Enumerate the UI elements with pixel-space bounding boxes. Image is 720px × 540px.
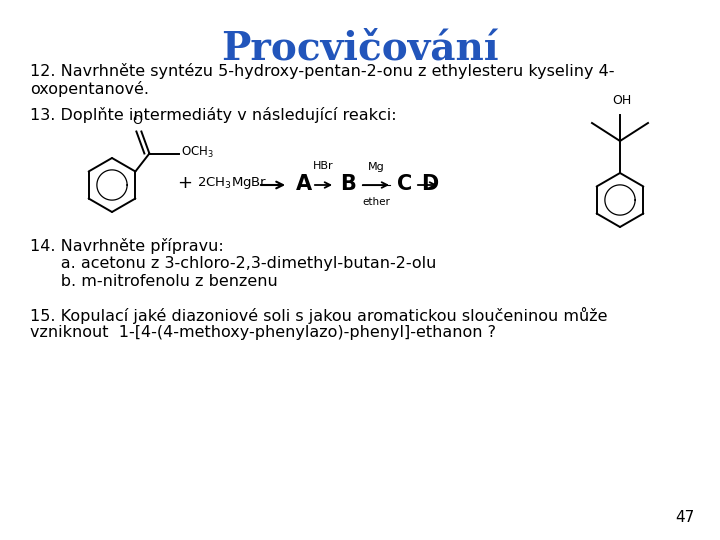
Text: a. acetonu z 3-chloro-2,3-dimethyl-butan-2-olu: a. acetonu z 3-chloro-2,3-dimethyl-butan… — [30, 256, 436, 271]
Text: oxopentanové.: oxopentanové. — [30, 81, 149, 97]
Text: D: D — [421, 174, 438, 194]
Text: A: A — [296, 174, 312, 194]
Text: OCH$_3$: OCH$_3$ — [181, 145, 215, 160]
Text: 13. Doplňte intermediáty v následující reakci:: 13. Doplňte intermediáty v následující r… — [30, 107, 397, 123]
Text: OH: OH — [613, 94, 631, 107]
Text: 12. Navrhněte syntézu 5-hydroxy-pentan-2-onu z ethylesteru kyseliny 4-: 12. Navrhněte syntézu 5-hydroxy-pentan-2… — [30, 63, 614, 79]
Text: +: + — [178, 174, 192, 192]
Text: O: O — [132, 113, 143, 126]
Text: 14. Navrhněte přípravu:: 14. Navrhněte přípravu: — [30, 238, 224, 254]
Text: Mg: Mg — [368, 162, 384, 172]
Text: ether: ether — [362, 197, 390, 207]
Text: vzniknout  1-[4-(4-methoxy-phenylazo)-phenyl]-ethanon ?: vzniknout 1-[4-(4-methoxy-phenylazo)-phe… — [30, 325, 496, 340]
Text: HBr: HBr — [312, 161, 333, 171]
Text: Procvičování: Procvičování — [221, 30, 499, 68]
Text: 47: 47 — [676, 510, 695, 525]
Text: 2CH$_3$MgBr: 2CH$_3$MgBr — [197, 175, 268, 191]
Text: B: B — [340, 174, 356, 194]
Text: b. m-nitrofenolu z benzenu: b. m-nitrofenolu z benzenu — [30, 274, 278, 289]
Text: C: C — [397, 174, 413, 194]
Text: 15. Kopulací jaké diazoniové soli s jakou aromatickou sloučeninou může: 15. Kopulací jaké diazoniové soli s jako… — [30, 307, 608, 324]
